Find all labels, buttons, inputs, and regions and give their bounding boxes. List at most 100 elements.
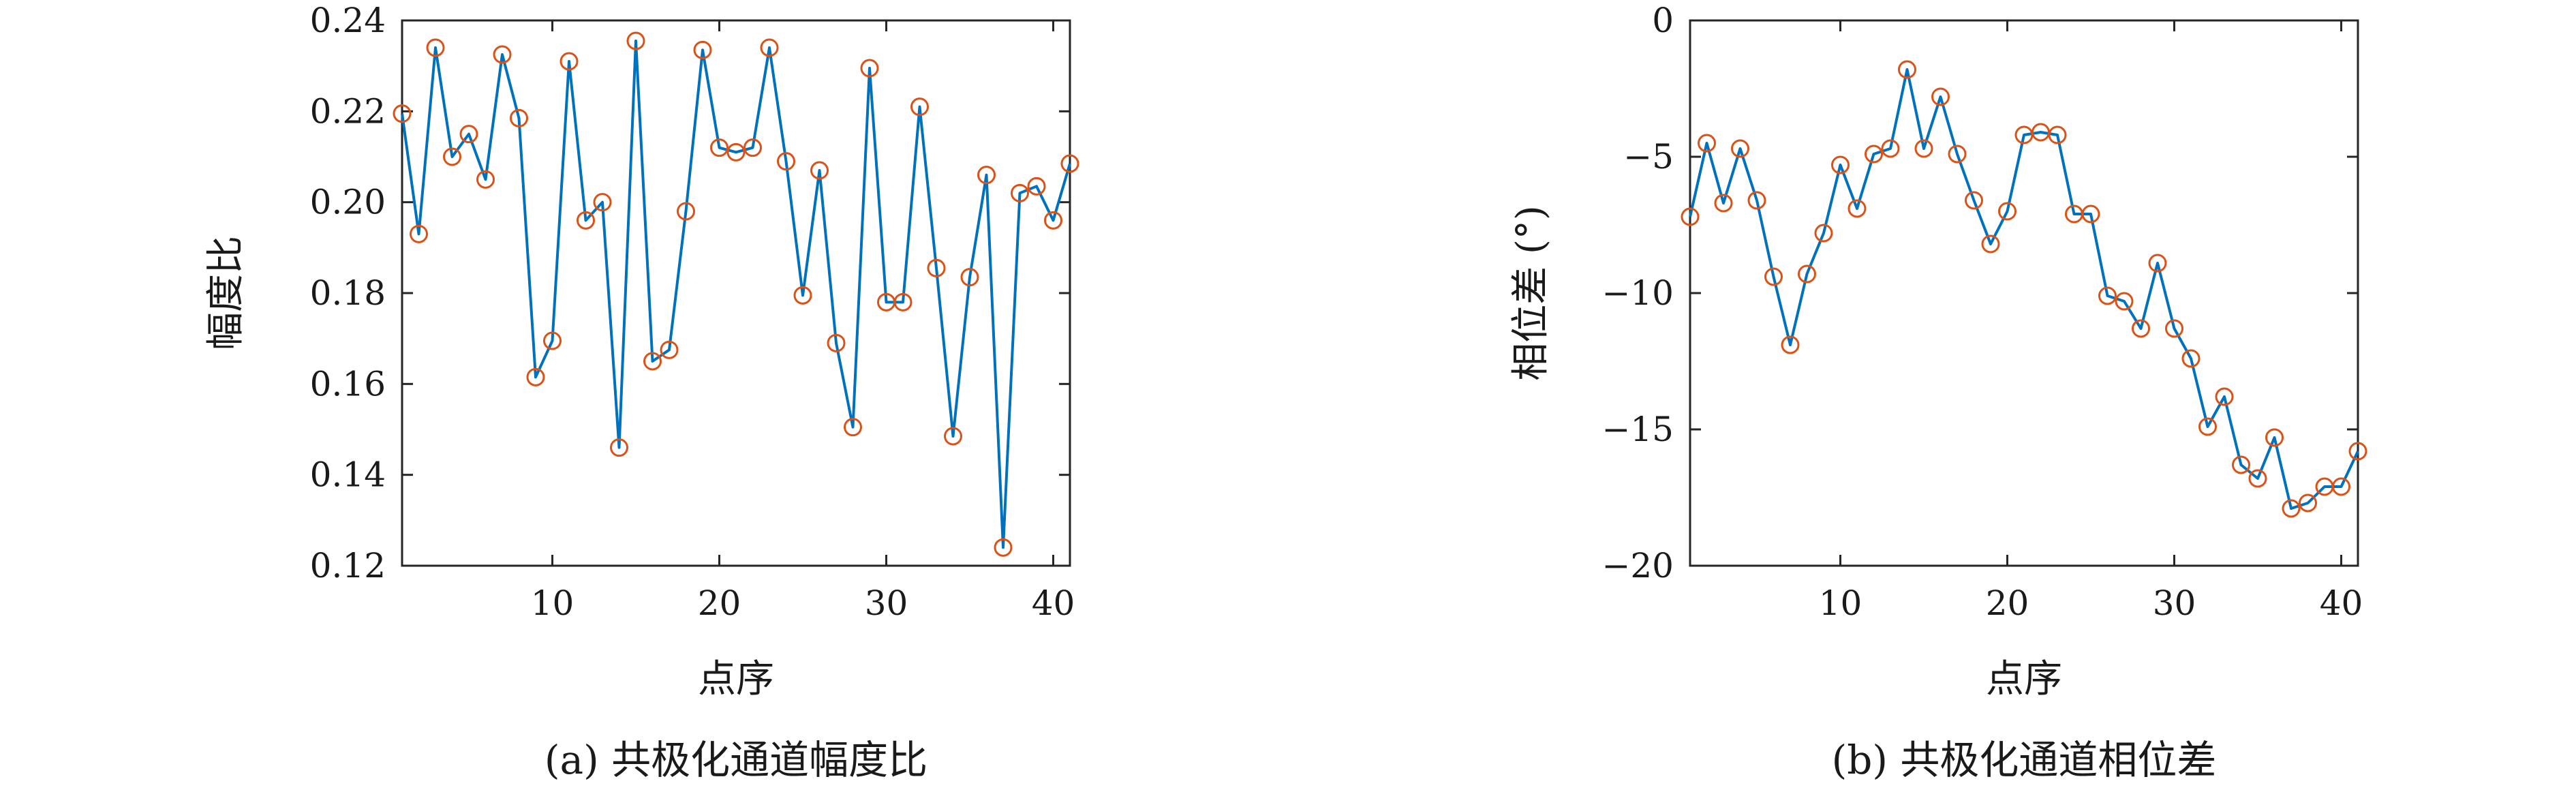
- data-point-marker: [426, 38, 445, 57]
- data-point-marker: [1831, 155, 1850, 174]
- data-point-marker: [726, 142, 746, 162]
- data-point-marker: [443, 147, 461, 166]
- data-point-marker: [493, 45, 512, 64]
- data-point-marker: [2198, 417, 2217, 436]
- y-axis-label: 幅度比: [204, 236, 248, 350]
- data-point-marker: [526, 367, 545, 386]
- y-tick-label: 0.18: [310, 273, 386, 313]
- data-point-marker: [927, 258, 946, 277]
- data-point-marker: [777, 152, 795, 171]
- data-point-marker: [2098, 286, 2117, 305]
- x-tick-label: 30: [2153, 583, 2196, 623]
- y-tick-label: 0: [1652, 1, 1674, 40]
- x-axis-label: 点序: [1986, 657, 2062, 701]
- series-line: [401, 40, 1071, 549]
- y-tick-label: 0.12: [310, 546, 386, 585]
- plot-frame: [401, 19, 1071, 567]
- data-point-marker: [1931, 87, 1950, 106]
- data-point-marker: [994, 538, 1013, 557]
- data-point-marker: [660, 340, 679, 359]
- y-tick-label: 0.16: [310, 364, 386, 403]
- y-tick-label: −20: [1601, 546, 1674, 585]
- data-point-marker: [1027, 177, 1046, 196]
- chart-amplitude-ratio: 10 20 30 40 0.12 0.14 0.16 0.18 0.20 0.22 0.24 点序 幅度…: [204, 1, 1079, 783]
- data-point-marker: [1764, 267, 1783, 286]
- x-tick-label: 30: [865, 583, 908, 623]
- data-point-marker: [827, 333, 846, 352]
- data-point-marker: [844, 418, 862, 437]
- data-point-marker: [559, 52, 579, 71]
- series-line: [1689, 68, 2359, 510]
- data-point-marker: [860, 59, 879, 78]
- data-point-marker: [2115, 292, 2134, 311]
- data-point-marker: [1981, 234, 2000, 254]
- data-point-marker: [944, 427, 962, 446]
- x-tick-label: 20: [698, 583, 741, 623]
- data-point-marker: [1847, 199, 1867, 218]
- data-point-marker: [2282, 499, 2301, 518]
- x-tick-label: 20: [1986, 583, 2029, 623]
- y-tick-label: −5: [1623, 137, 1674, 177]
- data-point-marker: [459, 125, 478, 144]
- data-point-marker: [1698, 134, 1716, 153]
- subfigure-caption: (a) 共极化通道幅度比: [545, 737, 927, 783]
- subfigure-caption: (b) 共极化通道相位差: [1832, 737, 2217, 783]
- data-point-marker: [910, 97, 929, 117]
- data-point-marker: [410, 224, 428, 243]
- y-tick-label: −15: [1601, 410, 1674, 449]
- data-point-marker: [2132, 319, 2150, 338]
- data-point-marker: [1814, 224, 1833, 243]
- data-point-marker: [1011, 183, 1029, 202]
- data-point-marker: [677, 202, 695, 221]
- data-point-marker: [743, 138, 762, 157]
- data-point-marker: [2081, 204, 2100, 224]
- x-axis-label: 点序: [698, 657, 774, 701]
- data-point-marker: [2232, 455, 2250, 474]
- data-point-marker: [2265, 428, 2284, 447]
- data-point-marker: [626, 31, 645, 50]
- data-point-marker: [977, 166, 996, 185]
- data-point-marker: [1060, 154, 1079, 173]
- y-tick-label: 0.24: [310, 1, 386, 40]
- data-point-marker: [693, 40, 712, 59]
- data-point-marker: [893, 292, 913, 311]
- x-tick-label: 40: [2320, 583, 2363, 623]
- data-point-marker: [1881, 139, 1900, 158]
- y-axis-label: 相位差 (°): [1509, 205, 1553, 381]
- data-point-marker: [1714, 194, 1733, 213]
- y-tick-label: 0.22: [310, 91, 386, 131]
- data-point-marker: [1898, 60, 1916, 79]
- plot-frame: [1689, 19, 2359, 567]
- data-point-marker: [2215, 387, 2234, 406]
- data-point-marker: [1681, 207, 1700, 226]
- data-point-marker: [1747, 191, 1766, 210]
- data-point-marker: [643, 352, 662, 371]
- data-point-marker: [593, 193, 612, 212]
- data-point-marker: [1044, 211, 1062, 230]
- data-point-marker: [393, 104, 412, 123]
- data-point-marker: [2332, 477, 2350, 496]
- y-tick-label: 0.20: [310, 183, 386, 222]
- data-point-marker: [2299, 493, 2317, 513]
- data-point-marker: [793, 286, 812, 305]
- x-tick-label: 40: [1032, 583, 1075, 623]
- data-point-marker: [1965, 191, 1983, 210]
- data-point-marker: [2181, 349, 2201, 368]
- data-point-marker: [1865, 144, 1883, 164]
- y-tick-label: −10: [1601, 273, 1674, 313]
- data-point-marker: [577, 211, 595, 230]
- data-point-marker: [1798, 264, 1816, 284]
- data-point-marker: [1998, 202, 2017, 221]
- data-point-marker: [1731, 139, 1749, 158]
- data-point-marker: [2248, 469, 2267, 488]
- data-point-marker: [1781, 335, 1800, 354]
- data-point-marker: [810, 161, 829, 180]
- data-point-marker: [2348, 442, 2367, 461]
- data-point-marker: [610, 438, 628, 457]
- data-point-marker: [760, 38, 779, 57]
- x-tick-label: 10: [531, 583, 574, 623]
- data-point-marker: [2048, 125, 2067, 144]
- x-tick-label: 10: [1819, 583, 1862, 623]
- data-point-marker: [960, 268, 979, 287]
